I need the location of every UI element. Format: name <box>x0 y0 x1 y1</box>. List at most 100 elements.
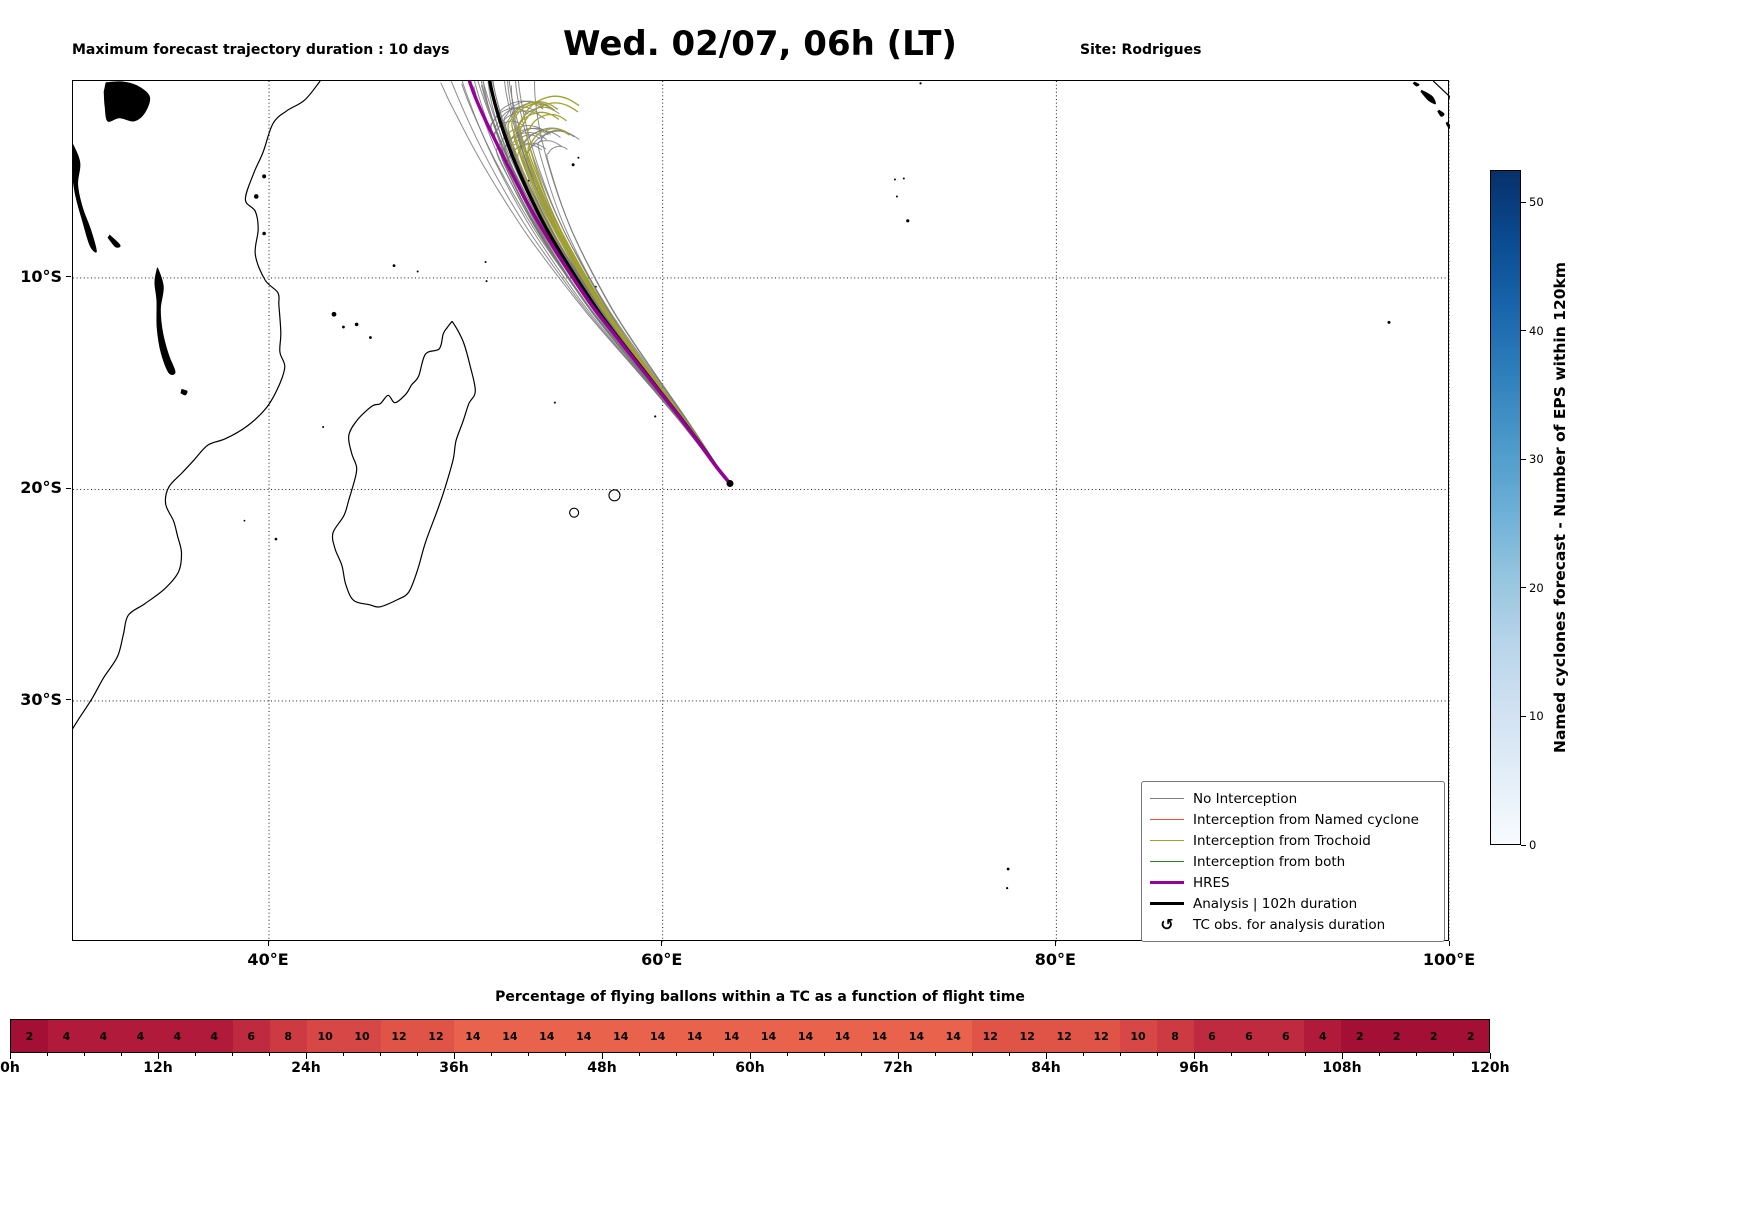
y-tickmark <box>66 276 71 278</box>
strip-tickmark <box>712 1053 714 1056</box>
legend-label: Interception from Named cyclone <box>1193 811 1419 828</box>
ensemble-track-no-interception <box>537 129 731 484</box>
strip-tickmark <box>1341 1053 1343 1059</box>
africa-coastline <box>73 81 321 730</box>
island-dot <box>893 178 896 181</box>
strip-cell: 2 <box>1378 1020 1416 1052</box>
strip-cell: 6 <box>1267 1020 1305 1052</box>
legend-item: No Interception <box>1150 788 1436 809</box>
ensemble-track-trochoid <box>511 103 731 484</box>
strip-tickmark <box>638 1053 640 1056</box>
legend-label: Interception from Trochoid <box>1193 832 1371 849</box>
strip-tickmark <box>231 1053 233 1056</box>
y-tick-label: 20°S <box>20 478 62 498</box>
legend-item: HRES <box>1150 872 1436 893</box>
colorbar-label: Named cyclones forecast - Number of EPS … <box>1551 262 1569 753</box>
strip-cell: 12 <box>971 1020 1009 1052</box>
y-tick-label: 30°S <box>20 689 62 709</box>
strip-cell: 2 <box>11 1020 48 1052</box>
strip-tickmark <box>786 1053 788 1056</box>
island <box>1445 121 1450 129</box>
strip-cell: 14 <box>565 1020 603 1052</box>
island-dot <box>243 519 246 522</box>
strip-tickmark <box>9 1053 11 1059</box>
strip-tickmark <box>675 1053 677 1056</box>
colorbar-tick-label: 0 <box>1529 838 1537 852</box>
legend-line <box>1150 881 1184 884</box>
island-dot <box>392 264 396 268</box>
strip-cell: 6 <box>1230 1020 1268 1052</box>
island-dot <box>654 415 657 418</box>
island-dot <box>484 261 487 264</box>
strip-cell: 14 <box>528 1020 566 1052</box>
strip-tick-label: 60h <box>735 1060 765 1076</box>
colorbar-tick-label: 50 <box>1529 195 1544 210</box>
legend-item: Interception from Trochoid <box>1150 830 1436 851</box>
strip-tick-label: 108h <box>1322 1060 1362 1076</box>
strip-tickmark <box>1008 1053 1010 1056</box>
x-tickmark <box>267 941 269 946</box>
strip-cell: 8 <box>269 1020 307 1052</box>
lake <box>73 143 97 253</box>
legend-item: ↺ TC obs. for analysis duration <box>1150 914 1436 935</box>
island-dot <box>262 174 267 179</box>
strip-cell: 14 <box>897 1020 935 1052</box>
ensemble-track-no-interception <box>517 127 731 484</box>
ensemble-track-no-interception <box>522 140 731 484</box>
strip-cell: 10 <box>1119 1020 1157 1052</box>
strip-tick-label: 0h <box>0 1060 20 1076</box>
island-dot <box>553 401 556 404</box>
launch-site-dot <box>726 479 734 487</box>
strip-cell: 10 <box>343 1020 381 1052</box>
legend-sample <box>1150 861 1184 862</box>
legend-label: No Interception <box>1193 790 1298 807</box>
strip-cell: 14 <box>750 1020 788 1052</box>
strip-cell: 2 <box>1415 1020 1453 1052</box>
colorbar <box>1490 170 1521 845</box>
strip-tickmark <box>1193 1053 1195 1059</box>
x-tick-label: 60°E <box>641 950 683 969</box>
island-outline <box>608 489 621 502</box>
strip-title: Percentage of flying ballons within a TC… <box>495 989 1025 1005</box>
x-tickmark <box>661 941 663 946</box>
strip-cell: 4 <box>195 1020 233 1052</box>
ensemble-track-no-interception <box>503 100 731 484</box>
ensemble-track-trochoid <box>513 111 731 484</box>
strip-tickmark <box>1119 1053 1121 1056</box>
colorbar-tickmark <box>1521 844 1526 846</box>
colorbar-tick-label: 20 <box>1529 580 1544 595</box>
legend-sample <box>1150 881 1184 884</box>
legend-sample <box>1150 840 1184 841</box>
colorbar-tick-label: 30 <box>1529 452 1544 467</box>
strip-tickmark <box>823 1053 825 1056</box>
legend-line <box>1150 819 1184 820</box>
strip-tick-label: 120h <box>1470 1060 1510 1076</box>
island-dot <box>577 156 580 159</box>
ensemble-track-no-interception <box>525 130 731 484</box>
legend-label: HRES <box>1193 874 1230 891</box>
strip-tickmark <box>1304 1053 1306 1056</box>
strip-tickmark <box>194 1053 196 1056</box>
legend-line <box>1150 840 1184 841</box>
strip-tick-label: 72h <box>883 1060 913 1076</box>
legend-item: Interception from Named cyclone <box>1150 809 1436 830</box>
strip-tickmark <box>490 1053 492 1056</box>
strip-cell: 12 <box>1008 1020 1046 1052</box>
island <box>1437 109 1445 117</box>
ensemble-track-no-interception <box>492 81 731 484</box>
legend-sample <box>1150 902 1184 905</box>
strip-tickmark <box>157 1053 159 1059</box>
island-dot <box>1387 320 1391 324</box>
ensemble-track-no-interception <box>515 81 731 484</box>
ensemble-track-no-interception <box>510 85 731 484</box>
island-dot <box>354 322 359 327</box>
strip-cell: 12 <box>1045 1020 1083 1052</box>
strip-cell: 10 <box>306 1020 344 1052</box>
ensemble-track-no-interception <box>450 81 731 484</box>
strip-tickmark <box>453 1053 455 1059</box>
island <box>1412 81 1420 87</box>
sumatra-coastline <box>1432 81 1450 100</box>
legend-item: Analysis | 102h duration <box>1150 893 1436 914</box>
colorbar-tick-label: 40 <box>1529 323 1544 338</box>
legend-sample: ↺ <box>1150 916 1184 933</box>
